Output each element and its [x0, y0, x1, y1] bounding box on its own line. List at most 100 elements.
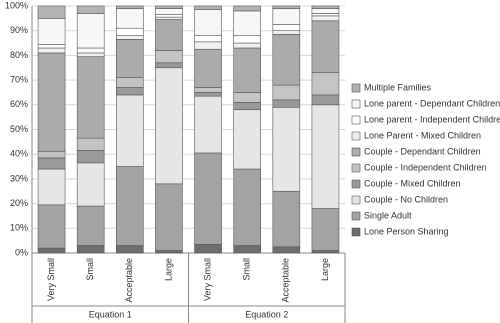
- bar-segment: [155, 183, 183, 251]
- bar-segment: [37, 151, 66, 159]
- legend-label: Couple - Mixed Children: [364, 178, 461, 188]
- legend-label: Couple - No Children: [364, 194, 448, 204]
- bar-segment: [233, 47, 261, 93]
- group-label: Equation 1: [89, 309, 132, 319]
- legend-label: Single Adult: [364, 210, 412, 220]
- x-tick-label: Small: [85, 258, 95, 281]
- x-tick-label: Large: [163, 258, 173, 281]
- bar-segment: [76, 150, 105, 164]
- legend-swatch: [351, 83, 361, 93]
- y-tick-label: 80%: [10, 50, 28, 60]
- bar-segment: [272, 8, 301, 25]
- group-label: Equation 2: [245, 309, 288, 319]
- bar-segment: [194, 5, 222, 11]
- bar-segment: [272, 84, 301, 101]
- bar-segment: [311, 208, 340, 251]
- bar-segment: [76, 13, 105, 49]
- bar-segment: [194, 152, 222, 245]
- bar-segment: [272, 99, 301, 108]
- bar-segment: [272, 34, 301, 86]
- bar-segment: [116, 39, 144, 78]
- bar-segment: [311, 250, 340, 254]
- bar-segment: [194, 92, 222, 97]
- bar-segment: [233, 92, 261, 103]
- bar-segment: [76, 56, 105, 139]
- legend-swatch: [351, 211, 361, 221]
- bar-segment: [194, 41, 222, 50]
- bar-segment: [76, 52, 105, 57]
- x-tick-label: Small: [242, 258, 252, 281]
- bar-segment: [155, 16, 183, 20]
- bar-segment: [155, 8, 183, 15]
- bar-segment: [194, 9, 222, 36]
- legend-label: Lone Parent - Mixed Children: [364, 130, 481, 140]
- bar-segment: [116, 35, 144, 40]
- x-tick-label: Very Small: [202, 258, 212, 301]
- bar-segment: [76, 205, 105, 246]
- bar-segment: [233, 245, 261, 254]
- x-tick-label: Acceptable: [281, 258, 291, 303]
- y-tick-label: 0%: [15, 247, 28, 257]
- bar-segment: [37, 157, 66, 170]
- bar-segment: [155, 14, 183, 18]
- bar-segment: [233, 5, 261, 12]
- bar-segment: [116, 245, 144, 254]
- bar-segment: [311, 94, 340, 106]
- legend-label: Lone parent - Independent Children: [364, 114, 500, 124]
- bar-segment: [155, 67, 183, 185]
- bar-segment: [116, 166, 144, 246]
- bar-segment: [155, 19, 183, 51]
- bar-segment: [116, 94, 144, 167]
- legend-swatch: [351, 195, 361, 205]
- bar-segment: [311, 5, 340, 9]
- bar-segment: [272, 246, 301, 254]
- bar-segment: [37, 5, 66, 19]
- bar-segment: [194, 244, 222, 254]
- x-tick-label: Large: [320, 258, 330, 281]
- bar-segment: [311, 72, 340, 96]
- bar-segment: [76, 245, 105, 254]
- y-tick-label: 60%: [10, 99, 28, 109]
- bar-segment: [37, 43, 66, 49]
- y-tick-label: 90%: [10, 25, 28, 35]
- bar-segment: [272, 30, 301, 35]
- bar-segment: [116, 27, 144, 36]
- legend-label: Multiple Families: [364, 82, 432, 92]
- bar-segment: [233, 168, 261, 246]
- bar-segment: [272, 106, 301, 192]
- bar-segment: [194, 87, 222, 93]
- bar-segment: [155, 5, 183, 9]
- legend-swatch: [351, 131, 361, 141]
- bar-segment: [311, 8, 340, 14]
- y-tick-label: 10%: [10, 223, 28, 233]
- bar-segment: [272, 5, 301, 9]
- bar-segment: [155, 250, 183, 254]
- bar-segment: [194, 35, 222, 43]
- y-tick-label: 30%: [10, 173, 28, 183]
- bar-segment: [37, 52, 66, 153]
- legend-label: Couple - Dependant Children: [364, 146, 481, 156]
- bar-segment: [194, 48, 222, 88]
- bar-segment: [76, 5, 105, 14]
- bar-segment: [37, 47, 66, 54]
- legend-label: Couple - Independent Children: [364, 162, 487, 172]
- legend-swatch: [351, 163, 361, 173]
- bar-segment: [76, 137, 105, 151]
- bar-segment: [37, 168, 66, 206]
- legend-label: Lone Person Sharing: [364, 226, 449, 236]
- legend-label: Lone parent - Dependant Children: [364, 98, 500, 108]
- y-tick-label: 50%: [10, 124, 28, 134]
- y-tick-label: 100%: [5, 0, 28, 10]
- y-tick-label: 20%: [10, 198, 28, 208]
- bar-segment: [233, 102, 261, 111]
- bar-segment: [116, 87, 144, 96]
- bar-segment: [116, 8, 144, 29]
- x-tick-label: Acceptable: [124, 258, 134, 303]
- bar-segment: [311, 15, 340, 22]
- bar-segment: [272, 190, 301, 248]
- legend-swatch: [351, 115, 361, 125]
- bar-segment: [272, 24, 301, 31]
- bar-segment: [116, 77, 144, 88]
- bar-segment: [76, 162, 105, 207]
